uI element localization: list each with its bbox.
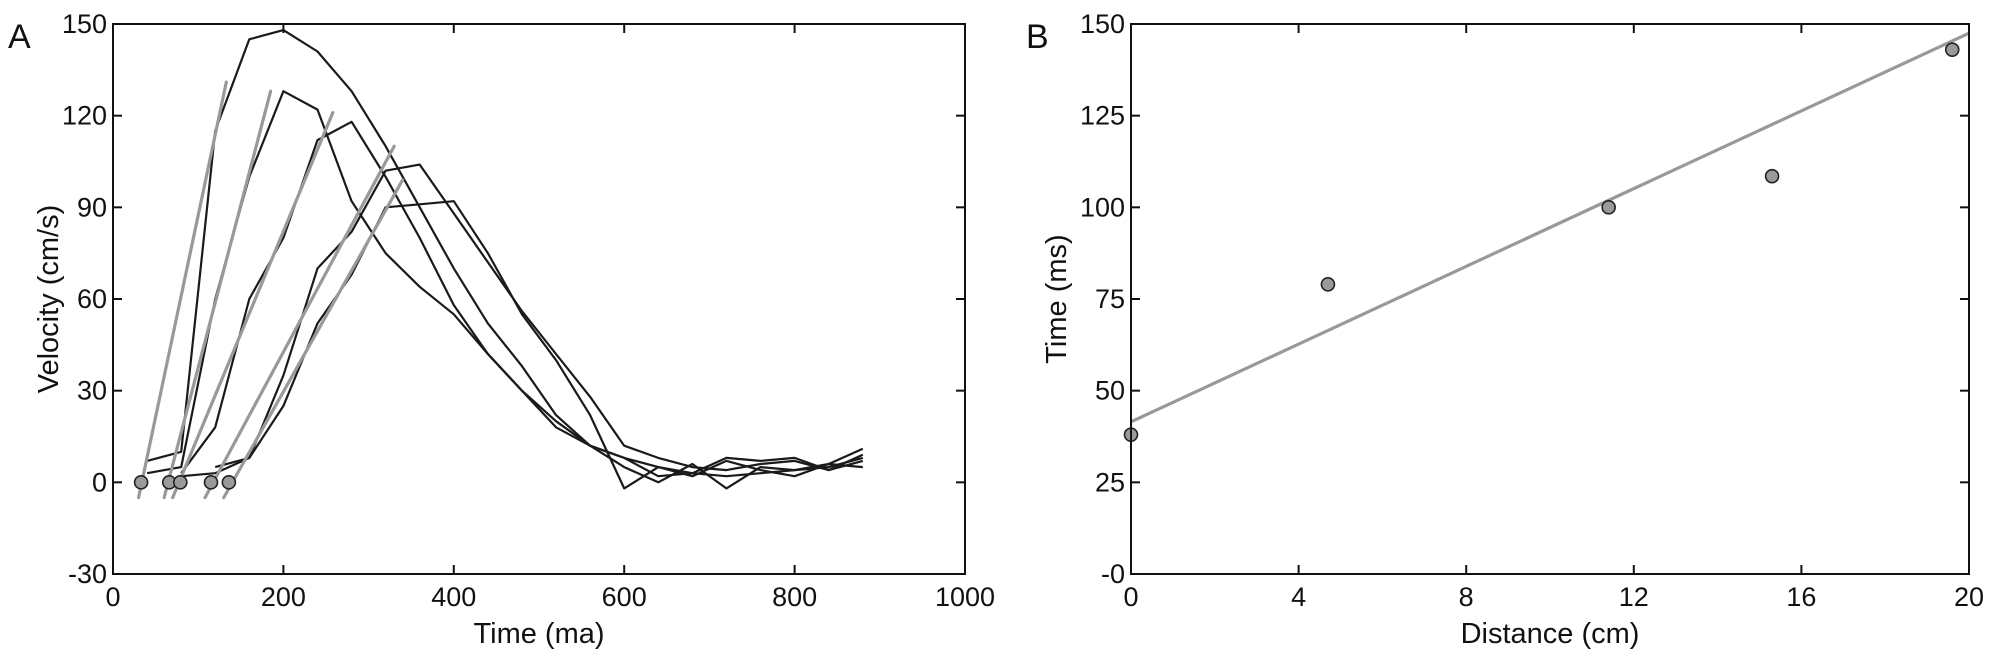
panel-b-y-tick-label: -0 bbox=[1101, 559, 1125, 589]
velocity-trace-3 bbox=[180, 120, 864, 478]
panel-b-x-tick-label: 16 bbox=[1786, 582, 1816, 612]
panel-b-y-tick-label: 25 bbox=[1095, 467, 1125, 497]
data-point-2 bbox=[1320, 277, 1336, 292]
panel-a-x-tick-label: 200 bbox=[261, 582, 306, 612]
panel-a-plot-area bbox=[133, 29, 864, 500]
panel-a-y-tick-label: 30 bbox=[77, 376, 107, 406]
panel-a-y-tick-label: 150 bbox=[62, 9, 107, 39]
onset-point-5 bbox=[221, 475, 237, 490]
panel-a-frame bbox=[112, 23, 966, 575]
panel-b-x-tick-label: 20 bbox=[1954, 582, 1984, 612]
panel-b-ticks: 0 4 8 12 16 20 -0 25 50 75 100 125 150 bbox=[1080, 9, 1984, 612]
data-point-4 bbox=[1764, 168, 1780, 184]
panel-a-x-tick-label: 0 bbox=[105, 582, 120, 612]
panel-b-y-tick-label: 125 bbox=[1080, 101, 1125, 131]
panel-b-x-tick-label: 8 bbox=[1459, 582, 1474, 612]
data-point-3 bbox=[1601, 200, 1616, 215]
panel-a-y-tick-label: -30 bbox=[68, 559, 107, 589]
panel-a-y-axis-label: Velocity (cm/s) bbox=[33, 205, 65, 394]
onset-fit-line-4 bbox=[203, 144, 396, 500]
onset-point-3 bbox=[173, 475, 188, 490]
panel-b-x-axis-label: Distance (cm) bbox=[1461, 618, 1640, 650]
panel-b-x-tick-label: 4 bbox=[1291, 582, 1306, 612]
panel-b-y-tick-label: 100 bbox=[1080, 192, 1125, 222]
panel-a-y-tick-label: 90 bbox=[77, 192, 107, 222]
panel-b-y-tick-label: 50 bbox=[1095, 376, 1125, 406]
panel-a-y-tick-label: 120 bbox=[62, 101, 107, 131]
onset-point-1 bbox=[133, 475, 149, 490]
panel-b-time-distance-chart: B 0 4 8 12 16 20 -0 25 50 75 100 125 150 Distance (c… bbox=[1026, 9, 1984, 650]
panel-b-y-axis-label: Time (ms) bbox=[1041, 234, 1073, 363]
velocity-trace-1 bbox=[146, 29, 864, 478]
panel-a-x-tick-label: 600 bbox=[602, 582, 647, 612]
panel-b-label: B bbox=[1026, 18, 1049, 56]
panel-b-x-tick-label: 12 bbox=[1619, 582, 1649, 612]
panel-a-x-tick-label: 1000 bbox=[935, 582, 995, 612]
velocity-trace-5 bbox=[214, 200, 864, 490]
panel-a-x-tick-label: 400 bbox=[431, 582, 476, 612]
data-point-5 bbox=[1944, 42, 1960, 57]
panel-b-x-tick-label: 0 bbox=[1123, 582, 1138, 612]
velocity-trace-4 bbox=[181, 163, 864, 478]
panel-a-label: A bbox=[8, 18, 31, 56]
regression-line bbox=[1130, 31, 1970, 424]
panel-b-y-tick-label: 150 bbox=[1080, 9, 1125, 39]
onset-point-4 bbox=[203, 475, 219, 490]
panel-a-x-axis-label: Time (ma) bbox=[473, 618, 604, 650]
onset-fit-line-1 bbox=[136, 80, 228, 500]
panel-b-y-tick-label: 75 bbox=[1095, 284, 1125, 314]
panel-a-x-tick-label: 800 bbox=[772, 582, 817, 612]
panel-a-y-tick-label: 60 bbox=[77, 284, 107, 314]
panel-b-plot-area bbox=[1123, 31, 1970, 442]
onset-fit-line-5 bbox=[222, 178, 405, 500]
panel-b-frame bbox=[1130, 23, 1970, 575]
onset-fit-line-3 bbox=[171, 111, 335, 500]
panel-a-y-tick-label: 0 bbox=[92, 467, 107, 497]
onset-fit-line-2 bbox=[162, 89, 273, 500]
